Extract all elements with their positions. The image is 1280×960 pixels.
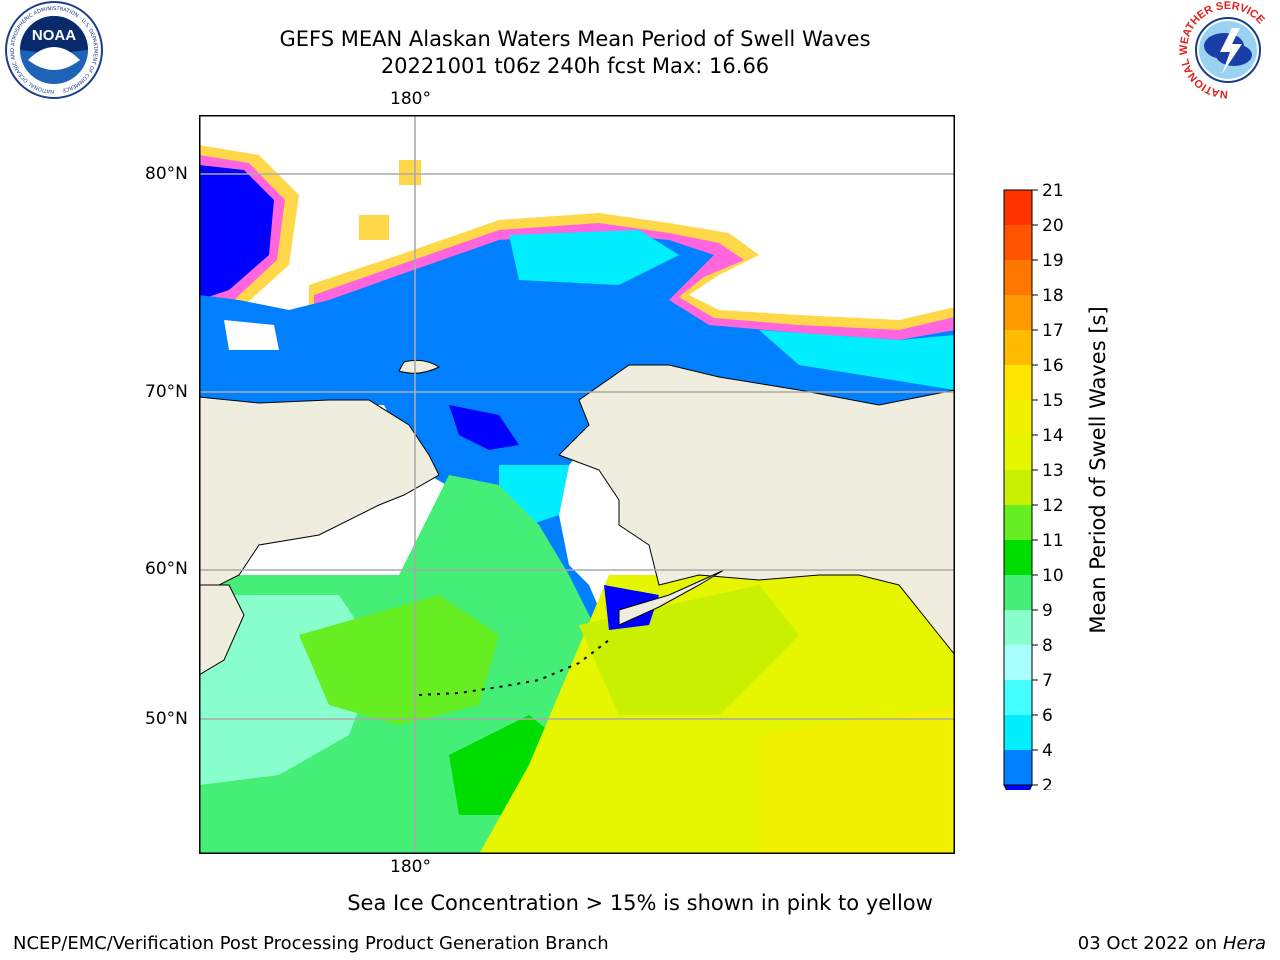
colorbar-tick-label: 13 — [1042, 461, 1064, 481]
colorbar-tick-label: 17 — [1042, 321, 1064, 341]
land-wrangel-island — [398, 359, 440, 374]
map-panel — [199, 115, 955, 854]
colorbar-segment — [1004, 575, 1032, 610]
colorbar-tick-label: 4 — [1042, 741, 1053, 761]
colorbar-segment — [1004, 400, 1032, 435]
aleutian-islands — [418, 639, 610, 696]
chart-title: GEFS MEAN Alaskan Waters Mean Period of … — [279, 27, 871, 51]
graticule — [199, 115, 955, 854]
colorbar: 21 20 19 18 17 16 15 14 13 12 11 10 9 8 7 6 4 2 — [1003, 181, 1064, 790]
noaa-logo: NOAA NATIONAL OCEANIC AND ATMOSPHERIC AD… — [5, 1, 103, 99]
colorbar-segment — [1004, 470, 1032, 505]
land-alaska — [558, 364, 955, 656]
colorbar-segment — [1004, 435, 1032, 470]
colorbar-frame — [1003, 189, 1033, 786]
colorbar-tick-label: 14 — [1042, 426, 1064, 446]
land-alaska-peninsula — [618, 569, 725, 626]
colorbar-tick-label: 11 — [1042, 531, 1064, 551]
nws-logo: NATIONAL WEATHER SERVICE — [1178, 0, 1276, 100]
ocean-band-below-2 — [199, 165, 274, 300]
colorbar-segment — [1004, 260, 1032, 295]
map-frame — [199, 115, 955, 854]
sea-ice-edge — [359, 215, 389, 240]
colorbar-segment — [1004, 750, 1032, 785]
ocean-band-2-4 — [199, 233, 955, 405]
footer-credit: NCEP/EMC/Verification Post Processing Pr… — [13, 933, 609, 954]
colorbar-segment — [1004, 190, 1032, 225]
colorbar-label: Mean Period of Swell Waves [s] — [1086, 306, 1110, 634]
ocean-band-4-6 — [509, 230, 679, 285]
colorbar-tick-label: 6 — [1042, 706, 1053, 726]
colorbar-segment — [1004, 540, 1032, 575]
colorbar-tick-label: 7 — [1042, 671, 1053, 691]
footer-host: Hera — [1222, 933, 1266, 954]
colorbar-tick-label: 10 — [1042, 566, 1064, 586]
chart-subtitle: 20221001 t06z 240h fcst Max: 16.66 — [380, 54, 770, 78]
ocean-band-below-2 — [449, 405, 519, 450]
colorbar-segment — [1004, 365, 1032, 400]
sea-ice-caption: Sea Ice Concentration > 15% is shown in … — [347, 891, 933, 915]
ocean-band-14-15 — [759, 705, 955, 854]
colorbar-segment — [1004, 330, 1032, 365]
colorbar-tick-label: 12 — [1042, 496, 1064, 516]
lat-label-70: 70°N — [145, 382, 188, 402]
ocean-band-11-12 — [299, 595, 499, 725]
colorbar-tick-label: 20 — [1042, 216, 1064, 236]
lon-label-bottom: 180° — [390, 857, 431, 877]
lat-label-50: 50°N — [145, 709, 188, 729]
colorbar-tick-label: 18 — [1042, 286, 1064, 306]
land-kamchatka — [199, 584, 245, 676]
colorbar-segment — [1004, 645, 1032, 680]
sea-ice-edge — [399, 160, 421, 185]
lon-label-top: 180° — [390, 89, 431, 109]
footer-date: 03 Oct 2022 on Hera — [1078, 933, 1266, 954]
lat-label-60: 60°N — [145, 559, 188, 579]
ocean-band-4-6 — [759, 330, 955, 390]
colorbar-tick-label: 15 — [1042, 391, 1064, 411]
colorbar-segment — [1004, 505, 1032, 540]
footer-date-text: 03 Oct 2022 on — [1077, 933, 1223, 954]
colorbar-tick-label: 21 — [1042, 181, 1064, 201]
colorbar-segment — [1004, 225, 1032, 260]
colorbar-tick-label: 16 — [1042, 356, 1064, 376]
colorbar-tick-label: 2 — [1042, 776, 1053, 790]
ice-free-region — [224, 320, 279, 350]
colorbar-segment — [1004, 610, 1032, 645]
colorbar-tick-label: 9 — [1042, 601, 1053, 621]
colorbar-tick-label: 8 — [1042, 636, 1053, 656]
colorbar-tick-label: 19 — [1042, 251, 1064, 271]
noaa-logo-text: NOAA — [32, 27, 76, 44]
colorbar-extend-arrow — [1003, 784, 1033, 790]
colorbar-segment — [1004, 295, 1032, 330]
colorbar-segment — [1004, 715, 1032, 750]
colorbar-segment — [1004, 680, 1032, 715]
lat-label-80: 80°N — [145, 164, 188, 184]
